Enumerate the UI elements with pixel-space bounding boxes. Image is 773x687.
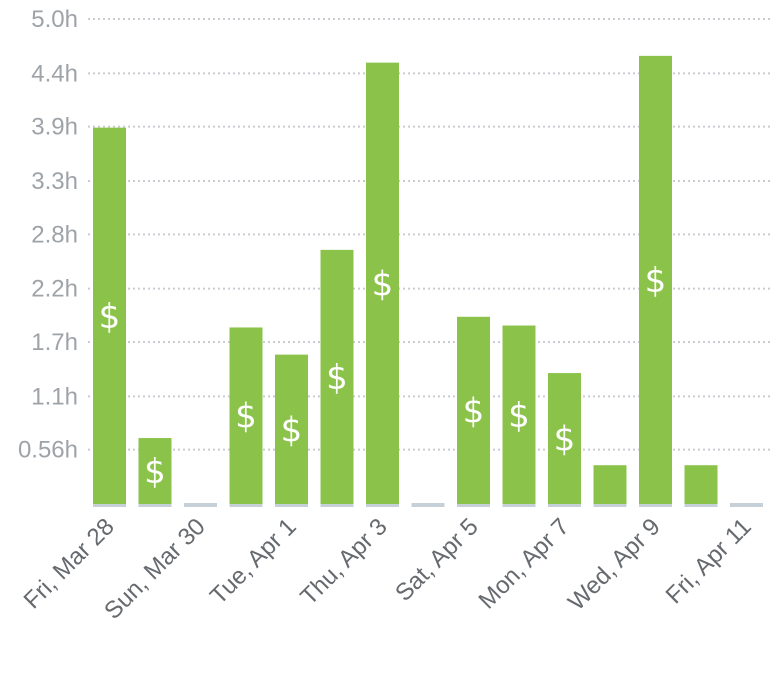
- bar: [684, 465, 718, 504]
- dollar-icon: $: [326, 358, 348, 398]
- bar-baseline: [593, 504, 627, 507]
- bar: [275, 354, 308, 504]
- bar-baseline: [639, 504, 672, 507]
- bar: [366, 62, 399, 505]
- empty-bar: [730, 503, 763, 507]
- bar: [639, 55, 672, 505]
- y-tick-label: 3.9h: [31, 114, 78, 141]
- bar-baseline: [502, 504, 536, 507]
- bar-baseline: [93, 504, 126, 507]
- y-tick-label: 5.0h: [31, 6, 78, 33]
- bar: [593, 465, 627, 504]
- dollar-icon: $: [281, 410, 303, 450]
- dollar-icon: $: [463, 391, 485, 431]
- y-tick-label: 2.2h: [31, 276, 78, 303]
- bar-baseline: [138, 504, 172, 507]
- bar: [320, 249, 354, 504]
- bar: [457, 316, 490, 504]
- bar-baseline: [229, 504, 263, 507]
- bar: [502, 325, 536, 504]
- bar-baseline: [320, 504, 354, 507]
- label-area: [0, 507, 773, 687]
- empty-bar: [411, 503, 445, 507]
- bar-baseline: [548, 504, 581, 507]
- dollar-icon: $: [554, 420, 576, 460]
- bar: [138, 438, 172, 504]
- y-tick-label: 2.8h: [31, 221, 78, 248]
- y-tick-label: 3.3h: [31, 168, 78, 195]
- bar-baseline: [457, 504, 490, 507]
- y-tick-label: 0.56h: [18, 437, 78, 464]
- y-tick-label: 4.4h: [31, 60, 78, 87]
- y-tick-label: 1.7h: [31, 329, 78, 356]
- bar: [93, 127, 126, 504]
- dollar-icon: $: [144, 452, 166, 492]
- bar-baseline: [366, 504, 399, 507]
- bar-baseline: [684, 504, 718, 507]
- bar: [229, 327, 263, 504]
- dollar-icon: $: [235, 397, 257, 437]
- empty-bar: [184, 503, 217, 507]
- bar-baseline: [275, 504, 308, 507]
- dollar-icon: $: [645, 261, 667, 301]
- dollar-icon: $: [508, 396, 530, 436]
- dollar-icon: $: [372, 264, 394, 304]
- bar: [548, 373, 581, 504]
- y-tick-label: 1.1h: [31, 383, 78, 410]
- dollar-icon: $: [99, 297, 121, 337]
